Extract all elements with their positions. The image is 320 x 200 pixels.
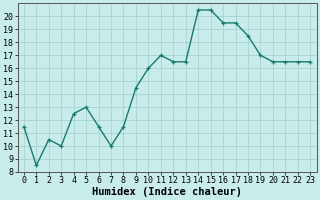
- X-axis label: Humidex (Indice chaleur): Humidex (Indice chaleur): [92, 186, 242, 197]
